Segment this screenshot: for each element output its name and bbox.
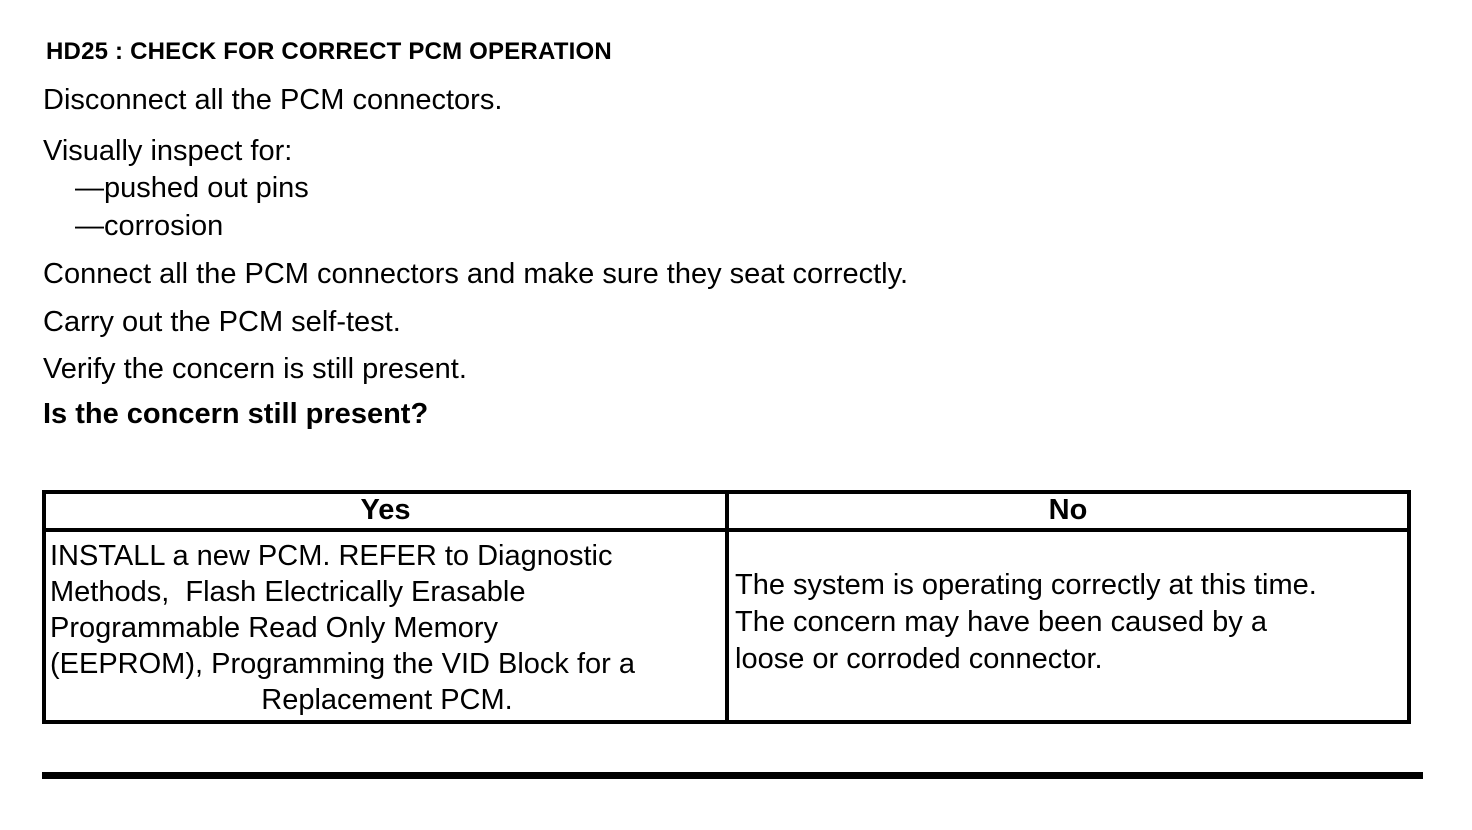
page-bottom-divider — [42, 772, 1423, 779]
yes-action-line: (EEPROM), Programming the VID Block for … — [50, 648, 635, 680]
step-verify-concern: Verify the concern is still present. — [43, 353, 467, 385]
procedure-title: HD25 : CHECK FOR CORRECT PCM OPERATION — [46, 38, 612, 65]
step-connect-connectors: Connect all the PCM connectors and make … — [43, 258, 909, 290]
inspect-item-pushed-out-pins: —pushed out pins — [75, 172, 309, 204]
yes-action-line: Programmable Read Only Memory — [50, 612, 499, 644]
no-column-header: No — [729, 494, 1407, 532]
yes-action-cell: INSTALL a new PCM. REFER to Diagnostic M… — [46, 532, 729, 720]
no-action-cell: The system is operating correctly at thi… — [729, 532, 1407, 720]
step-disconnect-connectors: Disconnect all the PCM connectors. — [43, 84, 503, 116]
no-action-line: The concern may have been caused by a — [735, 605, 1267, 638]
no-action-line: loose or corroded connector. — [735, 642, 1103, 675]
yes-column-header: Yes — [46, 494, 729, 532]
yes-action-line: INSTALL a new PCM. REFER to Diagnostic — [50, 540, 613, 572]
inspect-item-corrosion: —corrosion — [75, 210, 224, 242]
yes-action-line: Replacement PCM. — [261, 684, 513, 716]
step-self-test: Carry out the PCM self-test. — [43, 306, 401, 338]
yes-action-line: Methods, Flash Electrically Erasable — [50, 576, 526, 608]
step-visually-inspect: Visually inspect for: — [43, 135, 293, 167]
decision-question: Is the concern still present? — [43, 398, 429, 430]
no-action-line: The system is operating correctly at thi… — [735, 568, 1317, 601]
decision-table: Yes No INSTALL a new PCM. REFER to Diagn… — [42, 490, 1411, 724]
